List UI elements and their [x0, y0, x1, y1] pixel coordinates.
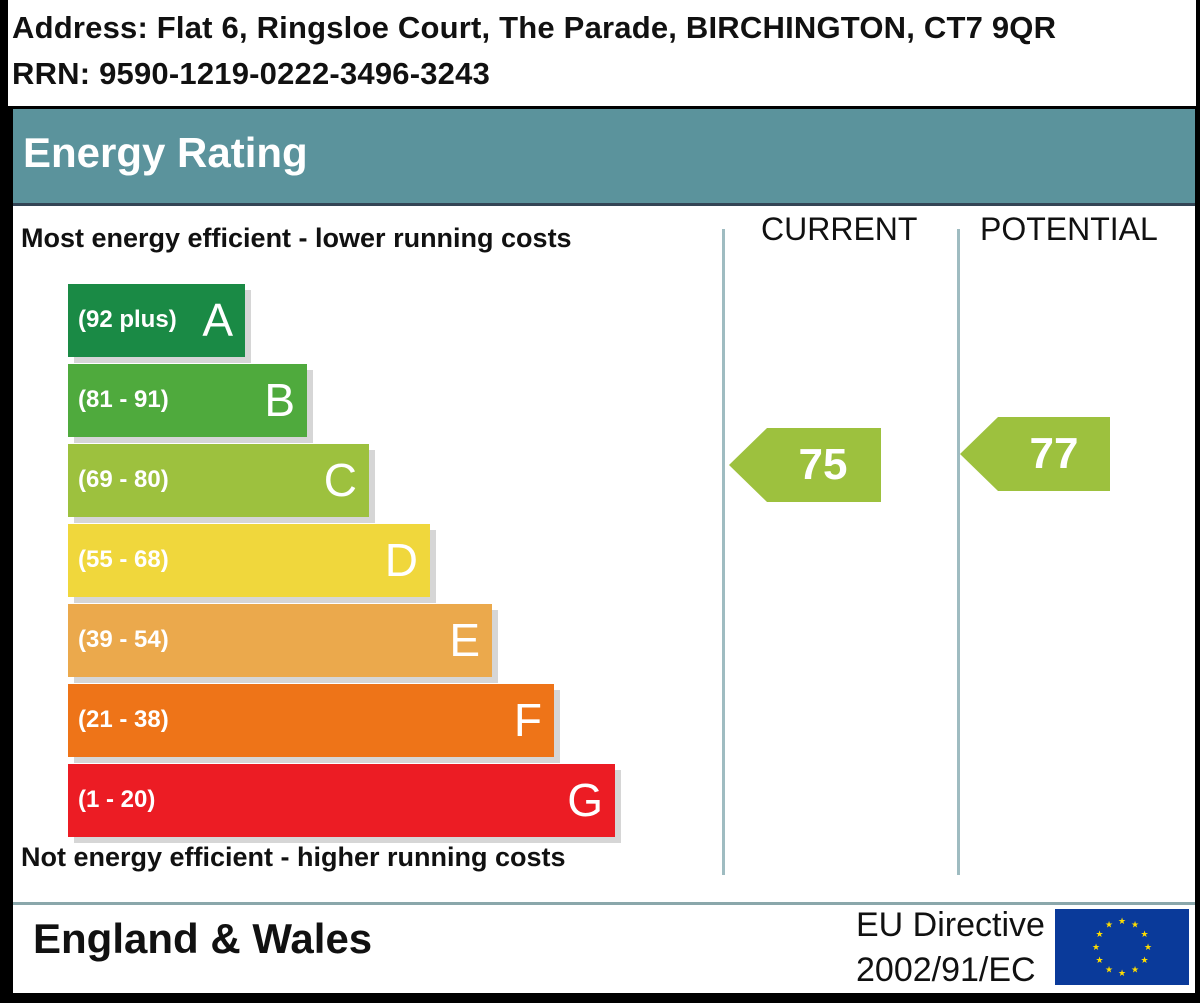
header: Address: Flat 6, Ringsloe Court, The Par…: [8, 0, 1196, 106]
address-text: Address: Flat 6, Ringsloe Court, The Par…: [12, 10, 1057, 45]
directive-line-1: EU Directive: [856, 906, 1045, 944]
current-column-header: CURRENT: [761, 211, 918, 247]
country-label: England & Wales: [33, 915, 373, 962]
potential-rating-arrow: 77: [960, 417, 1110, 491]
eu-stars: ★ ★★★★★★★★★★★: [1092, 916, 1152, 978]
eu-star-icon: ★: [1118, 968, 1126, 978]
potential-column-header: POTENTIAL: [980, 211, 1158, 247]
eu-star-icon: ★: [1095, 929, 1103, 939]
band-letter-label: A: [202, 294, 233, 346]
page-title: Energy Rating: [23, 129, 308, 176]
title-bar: Energy Rating: [13, 109, 1195, 206]
band-letter-label: G: [567, 774, 603, 826]
eu-star-icon: ★: [1140, 929, 1148, 939]
directive-line-2: 2002/91/EC: [856, 951, 1036, 989]
band-b: (81 - 91) B: [68, 364, 307, 437]
current-arrow-shape: [729, 428, 881, 502]
band-d: (55 - 68) D: [68, 524, 430, 597]
band-range-label: (21 - 38): [78, 706, 169, 733]
rrn-text: RRN: 9590-1219-0222-3496-3243: [12, 56, 491, 91]
eu-star-icon: ★: [1131, 965, 1139, 975]
potential-arrow-shape: [960, 417, 1110, 491]
eu-star-icon: ★: [1144, 942, 1152, 952]
band-a: (92 plus) A: [68, 284, 245, 357]
band-range-label: (1 - 20): [78, 786, 156, 813]
current-rating-value: 75: [799, 440, 848, 489]
band-range-label: (55 - 68): [78, 546, 169, 573]
energy-rating-panel: Energy Rating Most energy efficient - lo…: [13, 109, 1195, 993]
eu-star-icon: ★: [1092, 942, 1100, 952]
eu-star-icon: ★: [1095, 955, 1103, 965]
top-caption: Most energy efficient - lower running co…: [21, 223, 572, 253]
bottom-caption: Not energy efficient - higher running co…: [21, 842, 566, 872]
eu-star-icon: ★: [1105, 920, 1113, 930]
band-letter-label: F: [513, 694, 542, 746]
band-letter-label: C: [323, 454, 357, 506]
divider-current: [722, 229, 725, 875]
footer-divider: [13, 902, 1195, 905]
band-range-label: (39 - 54): [78, 626, 169, 653]
eu-star-icon: ★: [1118, 916, 1126, 926]
band-c: (69 - 80) C: [68, 444, 369, 517]
band-range-label: (92 plus): [78, 306, 177, 333]
band-e: (39 - 54) E: [68, 604, 492, 677]
potential-rating-value: 77: [1030, 429, 1079, 478]
band-letter-label: D: [384, 534, 418, 586]
band-range-label: (81 - 91): [78, 386, 169, 413]
eu-star-icon: ★: [1105, 965, 1113, 975]
band-f: (21 - 38) F: [68, 684, 554, 757]
eu-star-icon: ★: [1140, 955, 1148, 965]
current-rating-arrow: 75: [729, 428, 881, 502]
divider-potential: [957, 229, 960, 875]
band-range-label: (69 - 80): [78, 466, 169, 493]
band-letter-label: B: [264, 374, 295, 426]
eu-flag-icon: ★ ★ ★ ★ ★ ★ ★ ★ ★ ★ ★ ★: [1055, 909, 1189, 985]
band-g: (1 - 20) G: [68, 764, 615, 837]
band-letter-label: E: [449, 614, 480, 666]
eu-star-icon: ★: [1131, 920, 1139, 930]
